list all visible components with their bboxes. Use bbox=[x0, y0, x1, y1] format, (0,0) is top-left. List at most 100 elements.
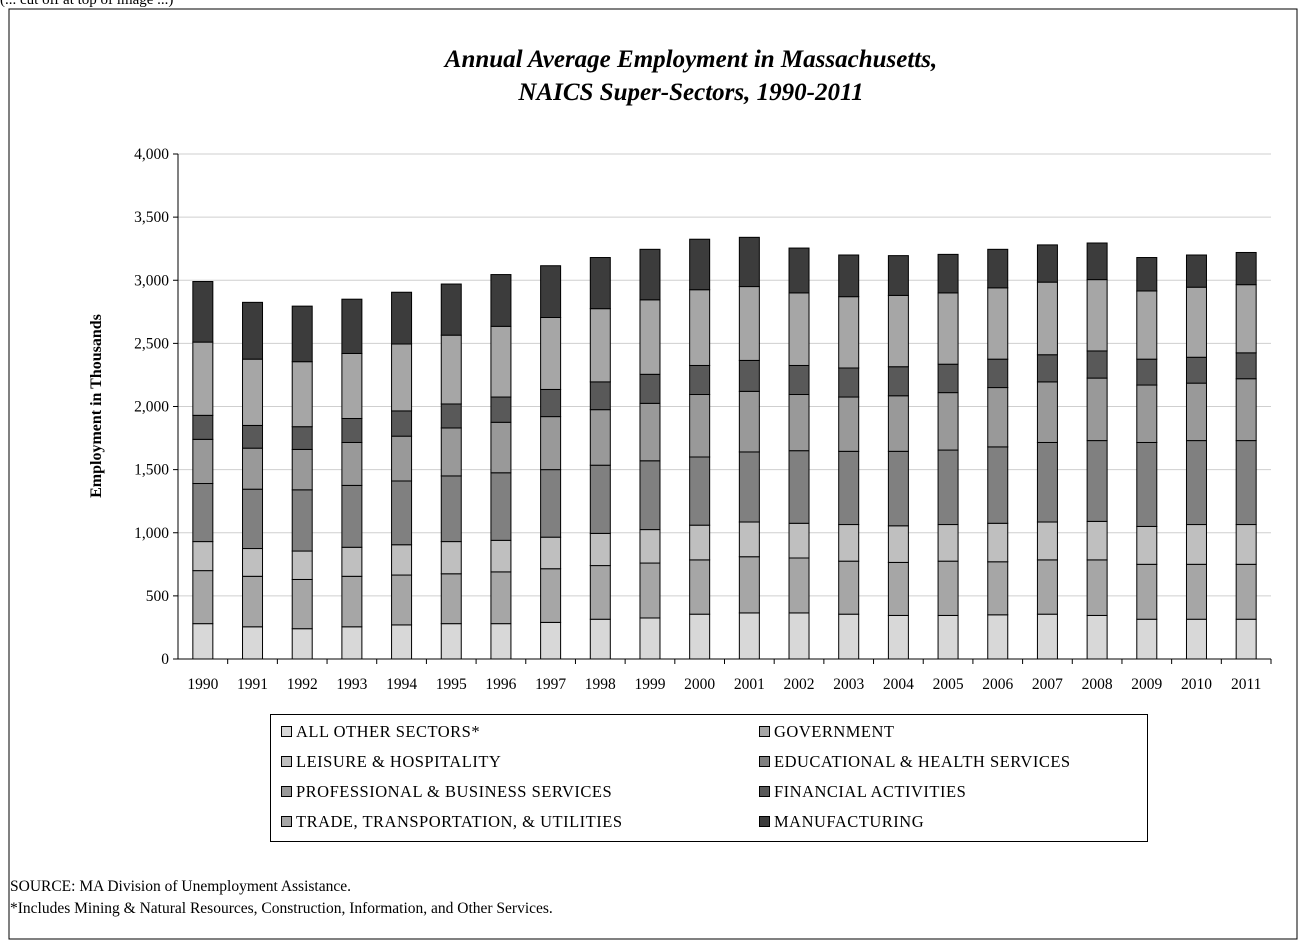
legend-label: TRADE, TRANSPORTATION, & UTILITIES bbox=[296, 812, 623, 831]
bar-segment bbox=[1086, 377, 1108, 442]
bar-segment bbox=[291, 628, 313, 660]
bar-segment bbox=[242, 358, 264, 426]
cut-off-header-text: (... cut off at top of image ...) bbox=[0, 0, 173, 8]
legend-swatch bbox=[281, 725, 292, 737]
x-tick-label: 2004 bbox=[883, 676, 914, 693]
bar-segment bbox=[788, 364, 810, 396]
legend-label: EDUCATIONAL & HEALTH SERVICES bbox=[774, 752, 1071, 771]
bar-segment bbox=[242, 301, 264, 360]
bar-segment bbox=[540, 568, 562, 623]
bar-segment bbox=[1036, 354, 1058, 383]
legend-label: ALL OTHER SECTORS* bbox=[296, 722, 481, 741]
bar-segment bbox=[341, 352, 363, 419]
bar-segment bbox=[192, 281, 214, 343]
x-tick-label: 2005 bbox=[933, 676, 964, 693]
bar-segment bbox=[1235, 524, 1257, 565]
bar-segment bbox=[540, 316, 562, 390]
bar-segment bbox=[887, 525, 909, 563]
bar-segment bbox=[1235, 352, 1257, 380]
bar-segment bbox=[1136, 290, 1158, 360]
bar-segment bbox=[242, 548, 264, 577]
bar-segment bbox=[788, 612, 810, 660]
x-tick-label: 1993 bbox=[336, 676, 367, 693]
bar-segment bbox=[490, 325, 512, 398]
x-tick-label: 1990 bbox=[187, 676, 218, 693]
bar-segment bbox=[540, 469, 562, 538]
bar-segment bbox=[1235, 251, 1257, 286]
bar-segment bbox=[1185, 356, 1207, 384]
bar-segment bbox=[1136, 441, 1158, 527]
bar-segment bbox=[738, 286, 760, 361]
bar-segment bbox=[788, 522, 810, 559]
bar-segment bbox=[490, 274, 512, 327]
bar-segment bbox=[1136, 525, 1158, 565]
y-tick-label: 1,000 bbox=[134, 525, 169, 542]
bar-segment bbox=[291, 305, 313, 363]
bar-segment bbox=[639, 299, 661, 375]
bar-segment bbox=[738, 451, 760, 523]
bar-segment bbox=[341, 298, 363, 354]
bar-segment bbox=[788, 292, 810, 366]
bar-segment bbox=[887, 395, 909, 452]
bar-segment bbox=[589, 565, 611, 620]
bar-segment bbox=[291, 361, 313, 428]
bar-segment bbox=[838, 560, 860, 615]
bar-segment bbox=[1136, 384, 1158, 443]
bar-segment bbox=[788, 557, 810, 614]
bar-segment bbox=[689, 364, 711, 396]
bar-segment bbox=[490, 571, 512, 625]
x-tick-labels: 1990 1991 1992 1993 1994 1995 1996 1997 1998 1999… bbox=[187, 676, 1261, 693]
bar-segment bbox=[391, 343, 413, 412]
bar-segment bbox=[838, 254, 860, 298]
bar-segment bbox=[987, 358, 1009, 389]
bar-segment bbox=[192, 483, 214, 543]
bar-segment bbox=[987, 614, 1009, 660]
axes bbox=[173, 153, 1272, 664]
bar-segment bbox=[689, 456, 711, 526]
bar-segment bbox=[341, 441, 363, 486]
bar-segment bbox=[490, 421, 512, 474]
bar-segment bbox=[1036, 381, 1058, 443]
bar-segment bbox=[639, 562, 661, 619]
bar-segment bbox=[192, 541, 214, 572]
bar-segment bbox=[490, 472, 512, 541]
legend-label: FINANCIAL ACTIVITIES bbox=[774, 782, 967, 801]
bar-segment bbox=[937, 614, 959, 660]
bar-segment bbox=[490, 539, 512, 573]
bar-segment bbox=[1136, 563, 1158, 620]
bar-segment bbox=[1136, 618, 1158, 660]
bar-segment bbox=[1235, 563, 1257, 620]
legend-label: GOVERNMENT bbox=[774, 722, 895, 741]
bar-segment bbox=[887, 561, 909, 616]
y-tick-label: 2,000 bbox=[134, 399, 169, 416]
bar-segment bbox=[1086, 614, 1108, 660]
bar-segment bbox=[987, 387, 1009, 448]
bar-segment bbox=[887, 614, 909, 660]
bar-segment bbox=[192, 570, 214, 625]
source-text: SOURCE: MA Division of Unemployment Assi… bbox=[10, 878, 351, 895]
bar-segment bbox=[540, 265, 562, 318]
legend-item: ALL OTHER SECTORS* bbox=[281, 721, 480, 743]
legend-swatch bbox=[759, 755, 770, 767]
bar-segment bbox=[391, 435, 413, 482]
footnote-text: *Includes Mining & Natural Resources, Co… bbox=[10, 900, 553, 917]
bar-segment bbox=[838, 524, 860, 562]
bar-segment bbox=[391, 574, 413, 626]
legend-swatch bbox=[759, 815, 770, 827]
bar-segment bbox=[1185, 382, 1207, 442]
bar-segment bbox=[1086, 242, 1108, 281]
bar-segment bbox=[1086, 350, 1108, 379]
bar-segment bbox=[1036, 441, 1058, 523]
bar-segment bbox=[391, 410, 413, 437]
bars bbox=[192, 236, 1257, 660]
bar-segment bbox=[937, 524, 959, 562]
bar-segment bbox=[440, 427, 462, 477]
x-tick-label: 2011 bbox=[1231, 676, 1261, 693]
bar-segment bbox=[242, 488, 264, 550]
bar-segment bbox=[987, 446, 1009, 524]
legend-swatch bbox=[281, 815, 292, 827]
bar-segment bbox=[440, 475, 462, 543]
bar-segment bbox=[440, 623, 462, 660]
bar-segment bbox=[987, 248, 1009, 289]
bar-segment bbox=[540, 621, 562, 660]
